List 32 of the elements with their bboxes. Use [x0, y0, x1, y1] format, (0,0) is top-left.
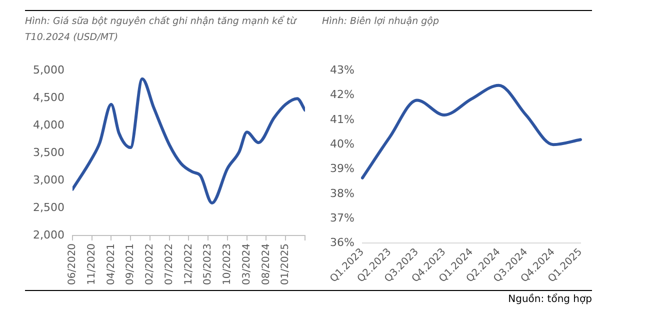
y-tick-label: 39%	[330, 162, 354, 176]
y-tick-label: 43%	[330, 63, 354, 76]
x-tick-label: 02/2022	[144, 243, 156, 286]
x-tick-label: 12/2022	[183, 243, 194, 286]
x-tick-label: 05/2023	[202, 243, 214, 286]
x-tick-label: 09/2021	[125, 243, 136, 286]
y-tick-label: 3,000	[32, 173, 64, 186]
x-tick-label: 04/2021	[106, 243, 117, 286]
y-tick-label: 4,000	[32, 118, 64, 132]
x-tick-label: 08/2024	[260, 243, 272, 286]
y-tick-label: 4,500	[32, 90, 64, 104]
chart-title: Hình: Giá sữa bột nguyên chất ghi nhận tăng mạnh kể từ T10.2024 (USD/MT)	[25, 14, 298, 45]
y-tick-label: 3,500	[32, 146, 64, 159]
y-tick-label: 2,000	[32, 228, 64, 242]
y-tick-label: 42%	[330, 88, 354, 102]
y-tick-label: 37%	[330, 211, 354, 224]
x-tick-label: 10/2023	[222, 243, 234, 286]
y-tick-label: 41%	[330, 112, 354, 126]
text: Nguồn: tổng hợp	[508, 294, 592, 305]
y-tick-label: 38%	[330, 186, 354, 200]
y-tick-label: 40%	[330, 137, 354, 150]
x-tick-label: 06/2020	[67, 243, 78, 286]
chart-title: Hình: Biên lợi nhuận gộp	[322, 15, 440, 29]
y-tick-label: 2,500	[32, 200, 64, 214]
x-tick-label: 03/2024	[241, 243, 252, 286]
y-tick-label: 36%	[330, 236, 354, 250]
y-tick-label: 5,000	[32, 63, 64, 76]
line-series	[360, 84, 582, 180]
x-tick-label: 01/2025	[280, 243, 292, 286]
x-tick-label: 11/2020	[86, 243, 98, 286]
line-series	[72, 77, 305, 205]
x-tick-label: 07/2022	[164, 243, 175, 286]
